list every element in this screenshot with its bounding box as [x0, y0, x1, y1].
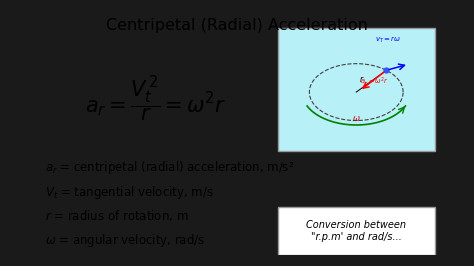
Text: $a_r = \dfrac{V_t^{\,2}}{r} = \omega^2 r$: $a_r = \dfrac{V_t^{\,2}}{r} = \omega^2 r… — [85, 75, 226, 124]
Text: $\omega$ = angular velocity, rad/s: $\omega$ = angular velocity, rad/s — [46, 232, 206, 249]
Text: $r$ = radius of rotation, m: $r$ = radius of rotation, m — [46, 208, 189, 223]
Text: r: r — [360, 76, 363, 85]
Text: Conversion between
"r.p.m' and rad/s...: Conversion between "r.p.m' and rad/s... — [306, 221, 406, 242]
Text: $\omega$: $\omega$ — [352, 114, 361, 123]
Text: Centripetal (Radial) Acceleration: Centripetal (Radial) Acceleration — [106, 18, 368, 33]
Text: $a_r$ = centripetal (radial) acceleration, m/s²: $a_r$ = centripetal (radial) acceleratio… — [46, 159, 294, 176]
Bar — [278, 207, 435, 255]
Text: $V_t$ = tangential velocity, m/s: $V_t$ = tangential velocity, m/s — [46, 184, 214, 201]
Text: $v_T = r\omega$: $v_T = r\omega$ — [375, 35, 401, 45]
Text: $a_c = \omega^2 r$: $a_c = \omega^2 r$ — [360, 76, 389, 88]
Bar — [278, 28, 435, 151]
